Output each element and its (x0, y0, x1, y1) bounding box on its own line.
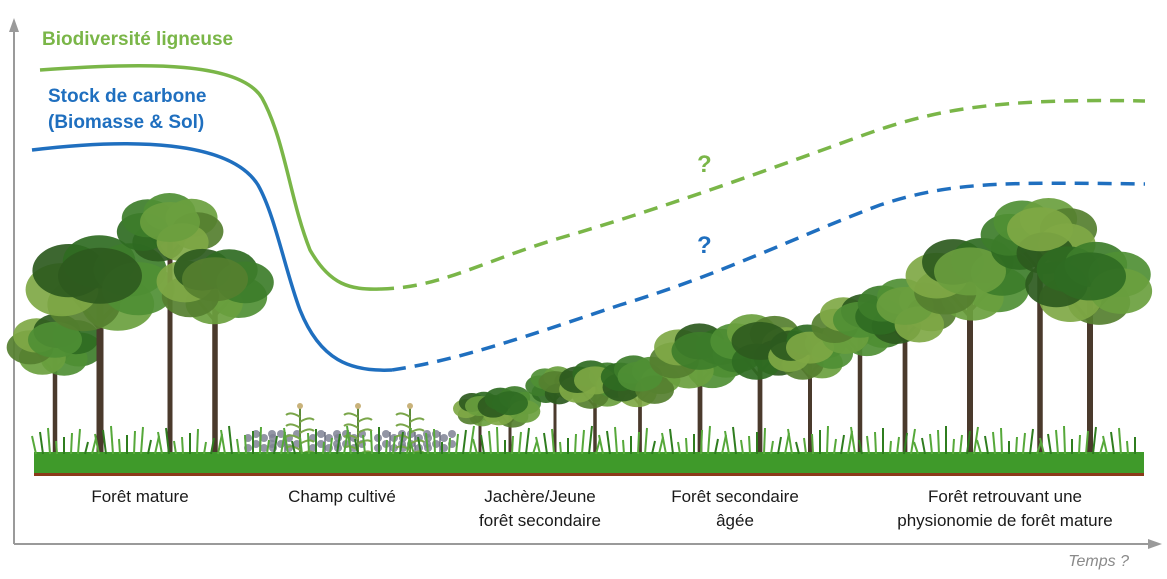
ground (31, 425, 1144, 476)
tree-icon (1025, 241, 1153, 462)
tree-icon (905, 237, 1034, 462)
y-axis-arrowhead (9, 18, 19, 32)
carbon-curve-observed (31, 141, 393, 372)
tree-icon (25, 235, 175, 462)
biodiversity-curve-projected (379, 98, 1146, 291)
tree-icon (6, 313, 103, 462)
carbon-curve-projected (391, 181, 1146, 372)
biodiversity-curve-observed (39, 63, 381, 291)
x-axis-arrowhead (1148, 539, 1162, 549)
sapling-icon (477, 386, 542, 462)
carbon-legend-label: Stock de carbone (Biomasse & Sol) (48, 86, 207, 133)
biodiversity-legend-label: Biodiversité ligneuse (42, 29, 234, 50)
axes (9, 18, 1162, 549)
grass-blades (31, 425, 1136, 455)
stage-label-recovered-forest: Forêt retrouvant une physionomie de forê… (897, 487, 1113, 530)
time-axis-label: Temps ? (1068, 553, 1129, 570)
grass-strip (34, 452, 1144, 474)
stage-label-old-secondary-forest: Forêt secondaire âgée (671, 487, 799, 530)
tree-icon (980, 197, 1098, 462)
stage-label-mature-forest: Forêt mature (91, 487, 189, 506)
carbon-uncertainty-mark: ? (697, 232, 712, 259)
tree-icon (116, 193, 224, 462)
stage-label-fallow-young-forest: Jachère/Jeune forêt secondaire (479, 487, 601, 530)
tree-icon (156, 248, 274, 462)
stage-label-cultivated-field: Champ cultivé (288, 487, 396, 506)
biodiversity-uncertainty-mark: ? (697, 151, 712, 178)
tree-icon (768, 324, 854, 462)
tree-icon (600, 355, 681, 462)
soil-line (34, 473, 1144, 476)
trend-curves (31, 63, 1146, 372)
